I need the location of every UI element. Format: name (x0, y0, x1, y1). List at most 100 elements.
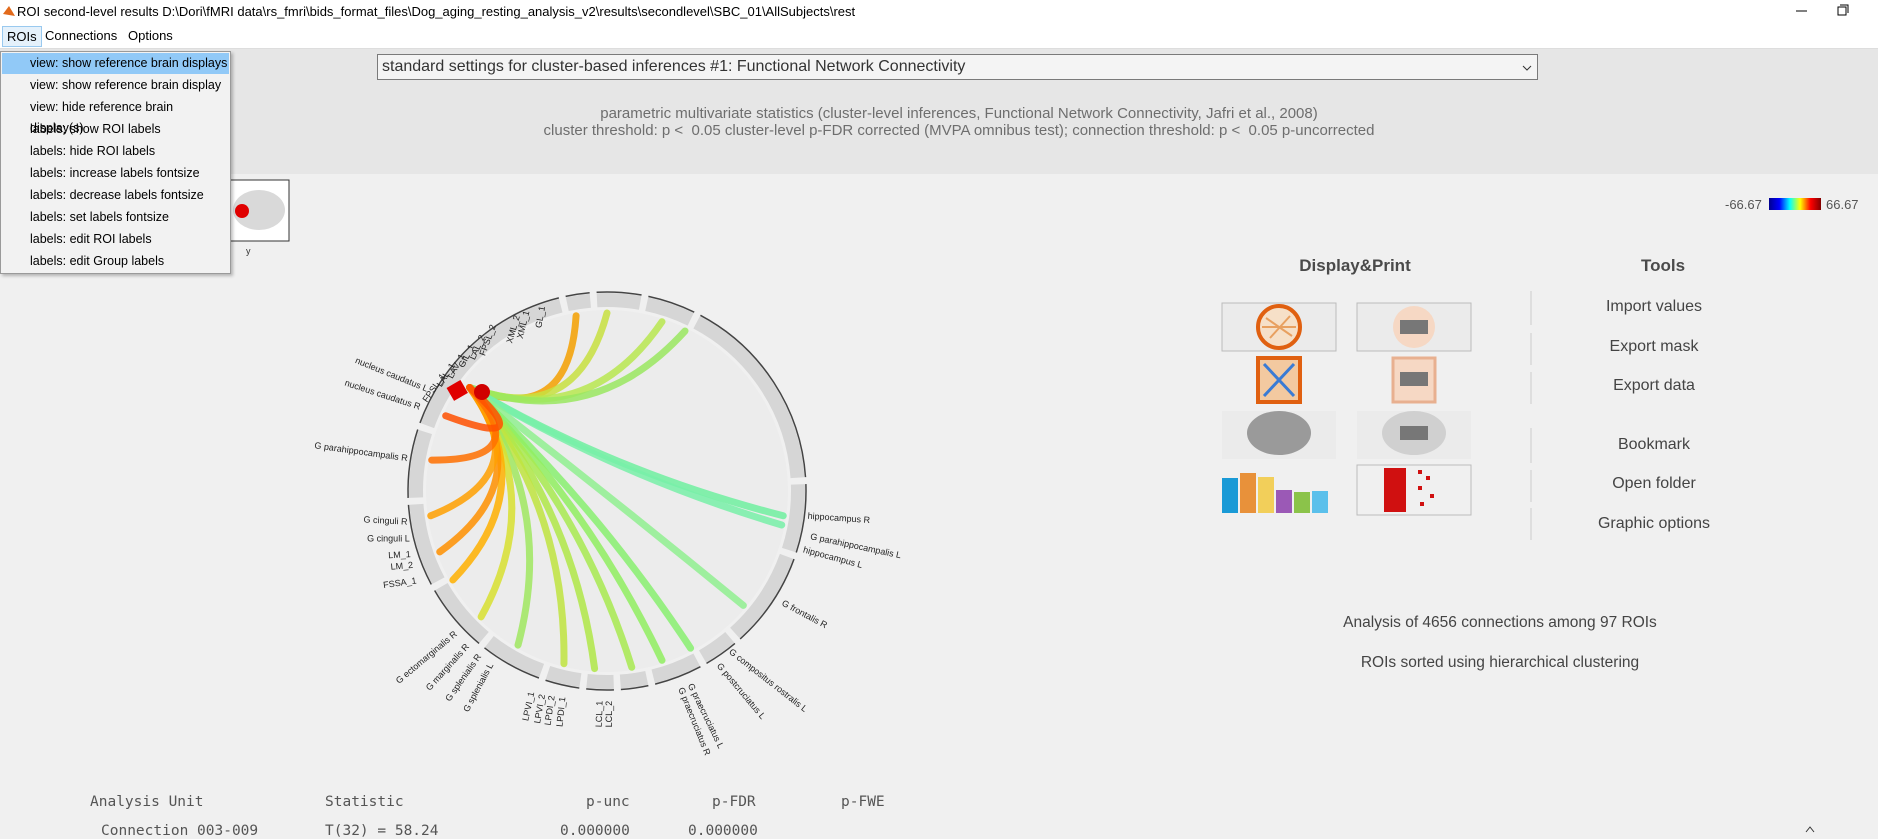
thumbnail-dot (235, 204, 249, 218)
roi-group-outline (545, 679, 580, 689)
roi-group-arc (409, 429, 433, 498)
roi-group-arc (420, 334, 494, 429)
menu-option[interactable]: labels: hide ROI labels (30, 144, 156, 158)
roi-label: hippocampus R (807, 511, 871, 525)
colorbar-min: -66.67 (1725, 197, 1762, 212)
menu-option[interactable]: labels: show ROI labels (30, 122, 161, 136)
tool-button[interactable]: Import values (1605, 298, 1703, 315)
colorbar (1769, 198, 1821, 210)
roi-label: LPDI_1 (554, 696, 567, 727)
scroll-arrow[interactable] (1804, 824, 1816, 834)
icon-printer (1400, 320, 1428, 334)
connection-curve (466, 327, 689, 405)
menu-bar: ROIs Connections Options (0, 23, 1878, 49)
roi-group-arc (565, 293, 592, 312)
dropdown-arrow (1522, 65, 1532, 71)
roi-group-outline (739, 558, 795, 640)
colorbar-max: 66.67 (1826, 197, 1859, 212)
connection-curve (466, 383, 747, 609)
window-title: ROI second-level results D:\Dori\fMRI da… (17, 4, 856, 19)
icon-brain (1247, 411, 1311, 455)
roi-group-outline (565, 292, 590, 298)
table-cell: Connection 003-009 (101, 823, 259, 839)
roi-label: LCL_2 (604, 701, 614, 728)
roi-label: LCL_1 (594, 701, 605, 728)
roi-label: GL_1 (533, 305, 547, 328)
stats-line: parametric multivariate statistics (clus… (600, 105, 1318, 122)
title-bar: ROI second-level results D:\Dori\fMRI da… (0, 0, 1878, 23)
roi-group-outline (407, 504, 432, 585)
summary-text: Analysis of 4656 connections among 97 RO… (1343, 614, 1657, 631)
menu-option[interactable]: labels: edit ROI labels (30, 232, 152, 246)
section-title: Display&Print (1299, 256, 1411, 275)
table-header: p-FWE (841, 794, 885, 810)
roi-group-outline (795, 484, 807, 553)
icon-bar (1294, 492, 1310, 513)
roi-group-arc (698, 631, 735, 663)
icon-bar (1258, 477, 1274, 513)
icon-printer (1400, 372, 1428, 386)
icon-bar (1240, 473, 1256, 513)
icon-red-dots (1384, 468, 1434, 512)
roi-group-arc (619, 670, 649, 689)
roi-group-outline (419, 333, 485, 424)
source-roi (474, 384, 490, 400)
settings-dropdown[interactable]: standard settings for cluster-based infe… (377, 54, 1538, 80)
roi-group-outline (706, 642, 736, 664)
icon-button[interactable] (1356, 464, 1472, 516)
connection-curve (442, 383, 503, 432)
roi-group-arc (485, 635, 545, 678)
window-controls[interactable] (1785, 0, 1855, 23)
roi-label: G frontalis R (780, 598, 829, 631)
roi-group-outline (620, 684, 649, 691)
section-title: Tools (1640, 256, 1686, 275)
source-roi (446, 379, 468, 401)
table-header: Statistic (325, 794, 404, 810)
select-text: standard settings for cluster-based infe… (382, 58, 966, 75)
tool-button[interactable]: Open folder (1612, 475, 1696, 492)
icon-printer (1400, 426, 1428, 440)
app-icon (3, 6, 15, 16)
menu-option[interactable]: view: hide reference brain display(s) (30, 100, 174, 135)
roi-group-arc (645, 297, 694, 326)
table-header: Analysis Unit (90, 794, 204, 810)
roi-group-outline (434, 590, 480, 645)
menu-option[interactable]: view: show reference brain display (30, 78, 222, 92)
roi-group-outline (596, 291, 642, 296)
roi-group-arc (435, 582, 489, 643)
menu-option[interactable]: labels: increase labels fontsize (30, 166, 200, 180)
roi-label: G parahippocampalis R (314, 440, 409, 463)
menu-item[interactable]: Options (128, 28, 173, 43)
roi-group-outline (484, 647, 540, 679)
icon-bar (1276, 490, 1292, 513)
table-header: p-unc (586, 794, 630, 810)
roi-group-outline (648, 295, 695, 313)
icon-network-lines (1262, 315, 1296, 339)
tool-button[interactable]: Bookmark (1617, 436, 1691, 453)
connection-curve (466, 383, 786, 529)
roi-group-arc (409, 503, 445, 584)
roi-group-arc (485, 298, 563, 347)
roi-group-outline (654, 666, 701, 685)
roi-group-arc (693, 316, 805, 479)
roi-group-arc (651, 653, 700, 684)
roi-label: LM_1 (388, 549, 411, 560)
roi-group-arc (730, 553, 794, 639)
menu-option[interactable]: labels: edit Group labels (30, 254, 165, 268)
menu-item[interactable]: Connections (45, 28, 118, 43)
menu-option[interactable]: labels: set labels fontsize (30, 210, 169, 224)
stats-line: cluster threshold: p < 0.05 cluster-leve… (543, 122, 1375, 139)
tool-button[interactable]: Export mask (1609, 338, 1699, 355)
menu-option[interactable]: view: show reference brain displays (2, 53, 229, 74)
tool-button[interactable]: Export data (1613, 377, 1695, 394)
tool-button[interactable]: Graphic options (1597, 515, 1711, 532)
menu-item[interactable]: ROIs (2, 26, 42, 47)
icon-bar (1222, 478, 1238, 513)
roi-label: LM_2 (390, 560, 413, 572)
dropdown-menu: view: show reference brain displays view:… (0, 51, 231, 274)
menu-option[interactable]: labels: decrease labels fontsize (30, 188, 204, 202)
table-cell: 0.000000 (688, 823, 758, 839)
